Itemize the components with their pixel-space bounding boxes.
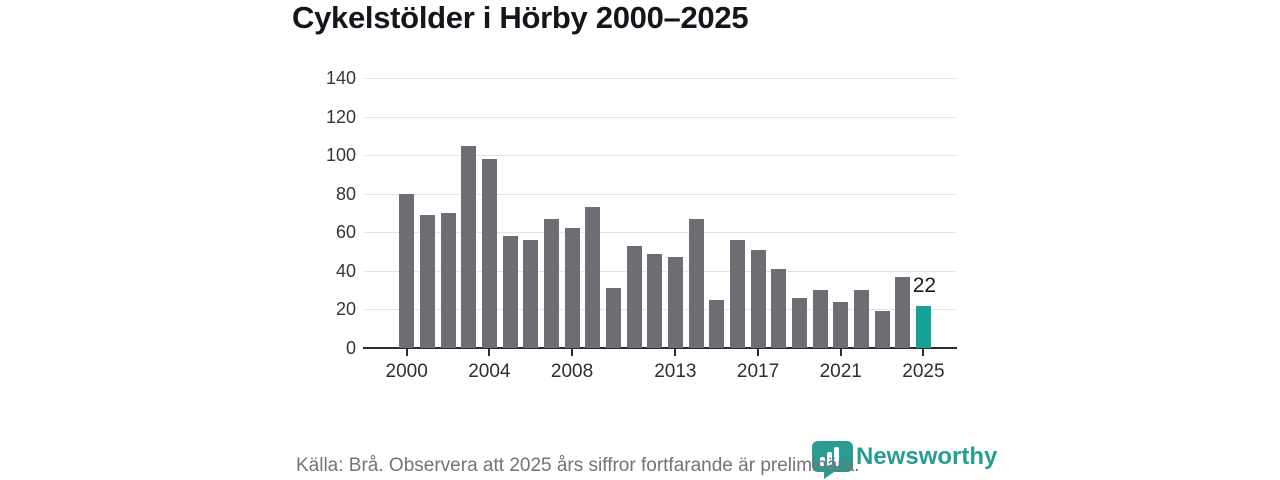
highlight-value-label: 22	[912, 274, 937, 297]
x-tick-label-2000: 2000	[385, 361, 428, 382]
bar-2012	[647, 253, 663, 348]
gridline-y-100	[365, 155, 957, 156]
x-axis-line	[363, 347, 957, 349]
gridline-y-80	[365, 194, 957, 195]
bar-2021	[833, 301, 849, 348]
x-tick-2008	[571, 349, 574, 356]
x-tick-2004	[488, 349, 491, 356]
y-tick-label-40: 40	[335, 260, 356, 281]
bar-2019	[791, 297, 807, 348]
bar-2020	[812, 290, 828, 348]
gridline-y-140	[365, 78, 957, 79]
bar-2022	[853, 290, 869, 348]
bar-2018	[771, 268, 787, 348]
y-tick-label-0: 0	[345, 338, 356, 358]
y-tick-label-80: 80	[335, 183, 356, 204]
x-tick-label-2008: 2008	[550, 361, 594, 382]
x-tick-label-2021: 2021	[819, 361, 862, 382]
x-tick-label-2017: 2017	[736, 361, 780, 382]
gridline-y-120	[365, 117, 957, 118]
bar-2002	[440, 213, 456, 348]
y-tick-label-100: 100	[325, 145, 356, 166]
x-tick-2025	[922, 349, 925, 356]
bar-2015	[709, 299, 725, 348]
y-tick-label-120: 120	[325, 106, 356, 127]
bar-2000	[399, 193, 415, 348]
bar-2010	[605, 288, 621, 348]
bar-2003	[461, 145, 477, 348]
x-tick-2021	[839, 349, 842, 356]
source-note: Källa: Brå. Observera att 2025 års siffr…	[296, 455, 860, 476]
gridline-y-60	[365, 232, 957, 233]
brand-name: Newsworthy	[856, 443, 998, 470]
x-tick-label-2004: 2004	[468, 361, 511, 382]
y-tick-label-60: 60	[335, 222, 356, 243]
chart-title: Cykelstölder i Hörby 2000–2025	[292, 0, 749, 35]
bar-2016	[729, 240, 745, 348]
bar-2004	[481, 159, 497, 348]
bar-2006	[523, 240, 539, 348]
newsworthy-bubble-barchart-icon	[812, 441, 853, 480]
bar-2023	[874, 311, 890, 348]
x-tick-label-2013: 2013	[654, 361, 697, 382]
bar-2007	[543, 218, 559, 348]
bar-2013	[667, 257, 683, 348]
x-tick-2017	[757, 349, 760, 356]
bar-2001	[419, 214, 435, 348]
bar-2009	[585, 207, 601, 348]
bar-2025	[915, 305, 931, 348]
x-tick-2000	[405, 349, 408, 356]
x-tick-2013	[674, 349, 677, 356]
bar-2011	[626, 245, 642, 348]
y-tick-label-20: 20	[335, 299, 356, 320]
bar-2005	[502, 236, 518, 348]
y-tick-label-140: 140	[325, 68, 356, 88]
x-tick-label-2025: 2025	[902, 361, 945, 382]
bar-2008	[564, 228, 580, 348]
bar-2024	[895, 276, 911, 348]
bar-2017	[750, 249, 766, 348]
bar-2014	[688, 218, 704, 348]
